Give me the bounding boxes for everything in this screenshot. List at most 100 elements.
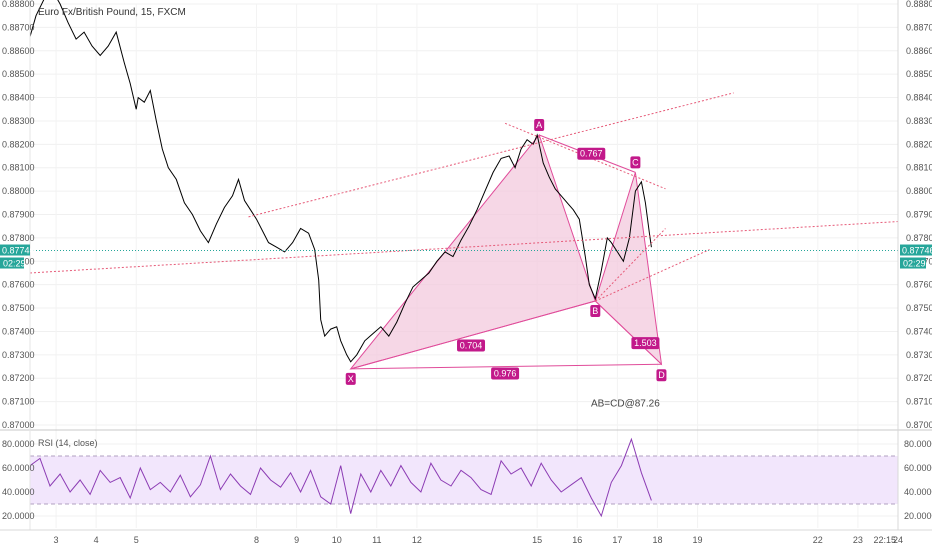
price-tick-label: 0.87600 bbox=[906, 280, 932, 290]
countdown-text-right: 02:29 bbox=[903, 259, 926, 269]
pattern-line-bd[interactable] bbox=[594, 300, 662, 365]
current-price-badge-left: 0.87746 02:29 bbox=[0, 244, 35, 269]
trendline[interactable] bbox=[248, 92, 734, 218]
time-tick-label: 10 bbox=[332, 535, 342, 545]
price-tick-label: 0.88400 bbox=[906, 93, 932, 103]
point-label-a: A bbox=[534, 118, 545, 131]
chart-title: Euro Fx/British Pound, 15, FXCM bbox=[38, 7, 186, 18]
price-tick-label-left: 0.88100 bbox=[2, 163, 35, 173]
time-tick-label: 4 bbox=[94, 535, 99, 545]
rsi-tick-label-left: 20.0000 bbox=[2, 511, 35, 521]
time-tick-label: 15 bbox=[532, 535, 542, 545]
price-tick-label: 0.88100 bbox=[906, 163, 932, 173]
trendline[interactable] bbox=[504, 122, 666, 190]
time-tick-label: 11 bbox=[372, 535, 381, 545]
current-price-badge-right: 0.87746 02:29 bbox=[900, 244, 932, 269]
time-tick-label-extra: 22:15 bbox=[873, 535, 896, 545]
price-tick-label-left: 0.87800 bbox=[2, 233, 35, 243]
ratio-badge-text: 0.976 bbox=[494, 369, 517, 379]
rsi-tick-label-left: 60.0000 bbox=[2, 463, 35, 473]
price-tick-label: 0.88000 bbox=[906, 186, 932, 196]
price-tick-label: 0.87100 bbox=[906, 397, 932, 407]
current-price-text-left: 0.87746 bbox=[2, 246, 35, 256]
price-tick-label: 0.87200 bbox=[906, 373, 932, 383]
point-badge-text: X bbox=[348, 374, 354, 384]
pattern-annotation: AB=CD@87.26 bbox=[591, 398, 660, 409]
point-badge-text: C bbox=[632, 157, 639, 167]
price-tick-label-left: 0.87100 bbox=[2, 397, 35, 407]
price-tick-label-left: 0.87900 bbox=[2, 210, 35, 220]
time-tick-label: 8 bbox=[254, 535, 259, 545]
price-tick-label-left: 0.88200 bbox=[2, 139, 35, 149]
point-badge bbox=[534, 118, 545, 131]
trendlines[interactable] bbox=[29, 92, 899, 302]
price-tick-label-left: 0.88300 bbox=[2, 116, 35, 126]
time-tick-label: 22 bbox=[813, 535, 823, 545]
rsi-band bbox=[30, 456, 898, 504]
price-tick-label: 0.87300 bbox=[906, 350, 932, 360]
time-tick-label: 16 bbox=[572, 535, 582, 545]
pattern-line-xb[interactable] bbox=[350, 300, 596, 370]
point-badge-text: B bbox=[592, 306, 598, 316]
price-tick-label: 0.88500 bbox=[906, 69, 932, 79]
price-tick-label-left: 0.88800 bbox=[2, 0, 35, 9]
price-tick-label: 0.87900 bbox=[906, 210, 932, 220]
rsi-tick-label-left: 40.0000 bbox=[2, 487, 35, 497]
price-tick-label: 0.87000 bbox=[906, 420, 932, 430]
time-tick-label: 18 bbox=[652, 535, 662, 545]
price-tick-label: 0.88800 bbox=[906, 0, 932, 9]
point-badge-text: A bbox=[536, 120, 542, 130]
point-badge-text: D bbox=[658, 370, 665, 380]
trendline[interactable] bbox=[29, 221, 899, 274]
ratio-badge bbox=[491, 367, 520, 380]
ratio-label: 1.503 bbox=[631, 337, 660, 350]
ratio-label: 0.767 bbox=[577, 147, 606, 160]
ratio-badge bbox=[457, 339, 486, 352]
price-tick-label-left: 0.88400 bbox=[2, 93, 35, 103]
point-badge bbox=[656, 369, 667, 382]
trendline[interactable] bbox=[595, 249, 710, 302]
ratio-badge bbox=[577, 147, 606, 160]
ratio-badge-text: 1.503 bbox=[634, 338, 657, 348]
point-badge bbox=[590, 305, 601, 318]
price-tick-label: 0.88600 bbox=[906, 46, 932, 56]
ratio-badge-text: 0.767 bbox=[580, 149, 603, 159]
time-tick-label: 23 bbox=[853, 535, 863, 545]
trendline[interactable] bbox=[594, 228, 666, 302]
price-tick-label: 0.87800 bbox=[906, 233, 932, 243]
time-tick-label: 5 bbox=[134, 535, 139, 545]
rsi-axis[interactable]: 80.0000 80.0000 60.0000 60.0000 40.0000 40.00… bbox=[2, 439, 932, 521]
time-tick-label: 17 bbox=[612, 535, 622, 545]
time-tick-label: 3 bbox=[54, 535, 59, 545]
price-tick-label-left: 0.87200 bbox=[2, 373, 35, 383]
price-tick-label-left: 0.87500 bbox=[2, 303, 35, 313]
current-price-text-right: 0.87746 bbox=[902, 246, 932, 256]
price-tick-label: 0.87500 bbox=[906, 303, 932, 313]
point-badge bbox=[345, 372, 356, 385]
price-tick-label: 0.88200 bbox=[906, 139, 932, 149]
ratio-label: 0.976 bbox=[491, 367, 520, 380]
ratio-label: 0.704 bbox=[457, 339, 486, 352]
rsi-tick-label: 60.0000 bbox=[904, 463, 932, 473]
time-tick-label: 24 bbox=[893, 535, 903, 545]
price-tick-label-left: 0.87600 bbox=[2, 280, 35, 290]
price-tick-label-left: 0.87000 bbox=[2, 420, 35, 430]
price-tick-label: 0.87400 bbox=[906, 326, 932, 336]
time-tick-label: 9 bbox=[294, 535, 299, 545]
ratio-badge bbox=[631, 337, 660, 350]
time-tick-label: 12 bbox=[412, 535, 422, 545]
price-tick-label: 0.88300 bbox=[906, 116, 932, 126]
price-tick-label-left: 0.87300 bbox=[2, 350, 35, 360]
rsi-tick-label-left: 80.0000 bbox=[2, 439, 35, 449]
rsi-tick-label: 80.0000 bbox=[904, 439, 932, 449]
price-series-line bbox=[29, 0, 652, 363]
rsi-title: RSI (14, close) bbox=[38, 438, 98, 448]
pattern-line-xd[interactable] bbox=[350, 363, 662, 370]
rsi-series-line bbox=[29, 437, 652, 518]
point-label-x: X bbox=[345, 372, 356, 385]
point-badge bbox=[630, 156, 641, 169]
price-tick-label-left: 0.88700 bbox=[2, 22, 35, 32]
point-label-b: B bbox=[590, 305, 601, 318]
